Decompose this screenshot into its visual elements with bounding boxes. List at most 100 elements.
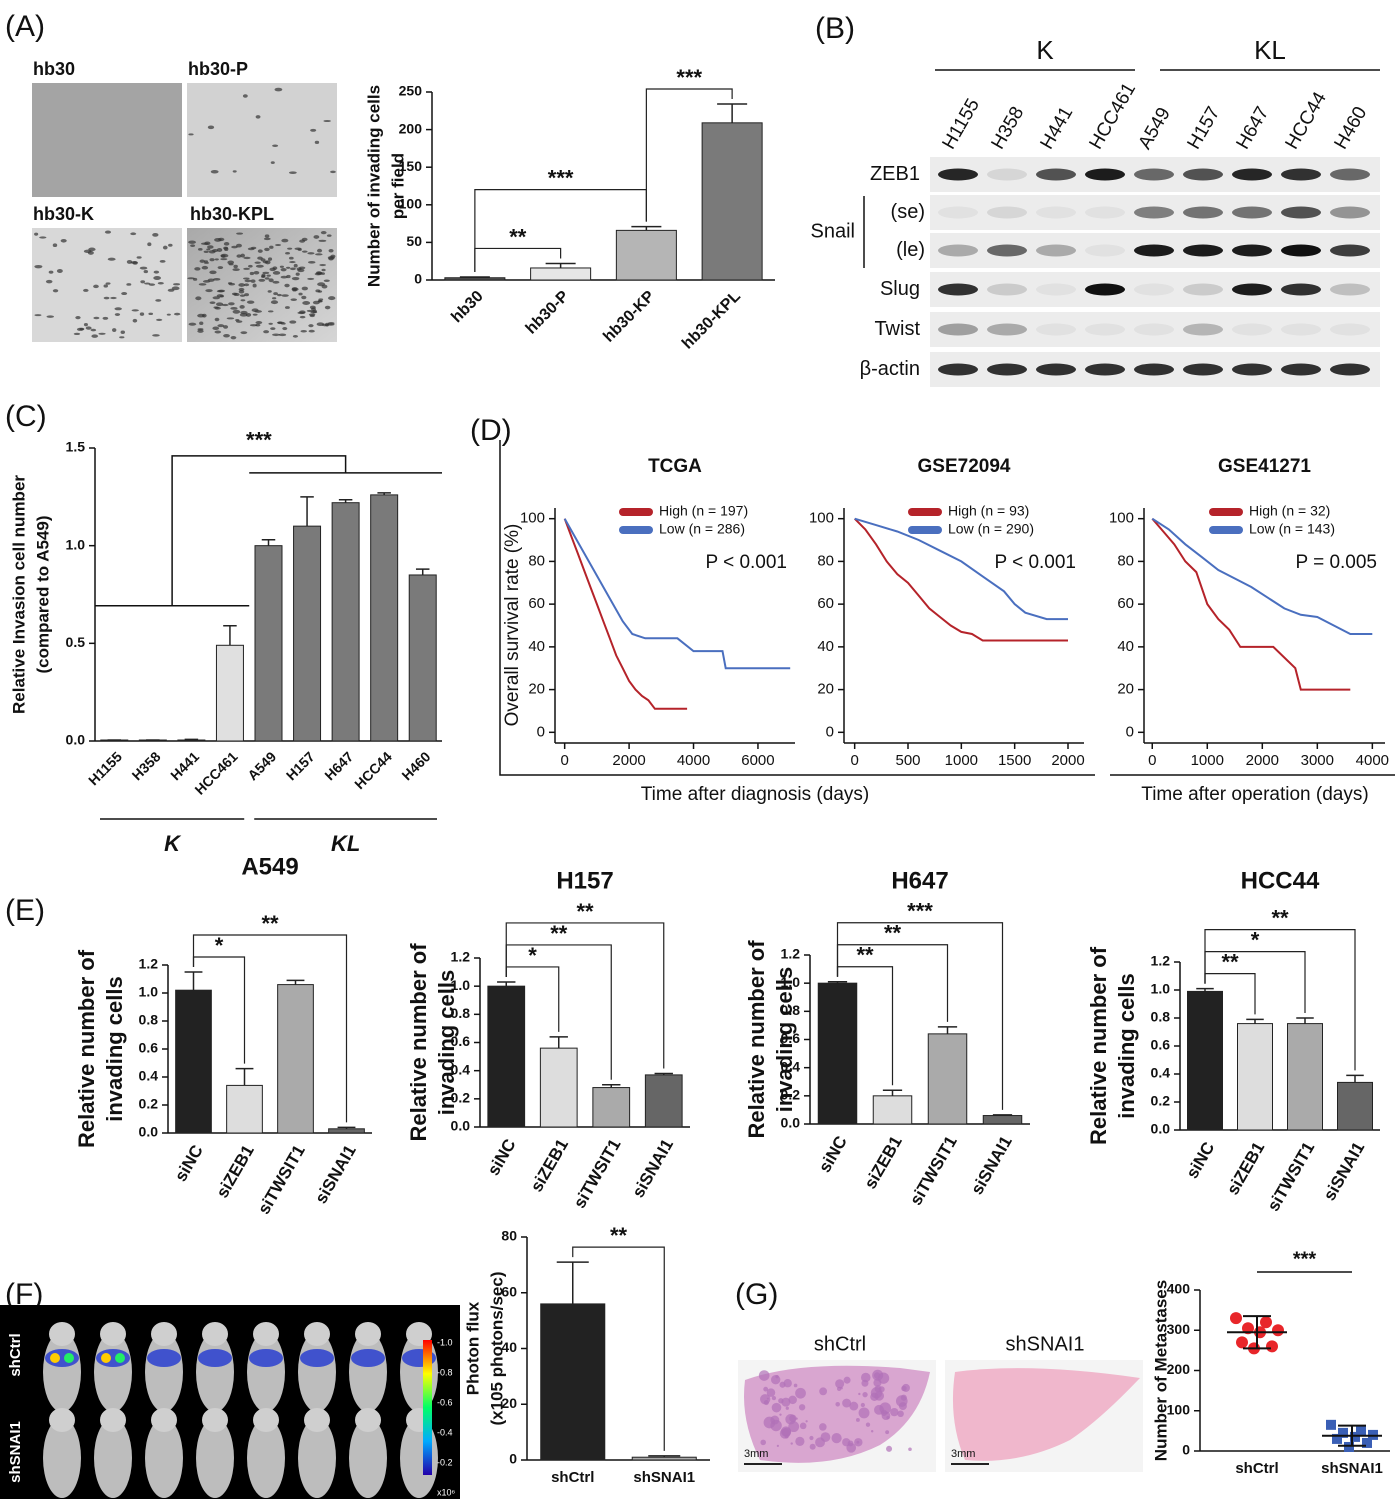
spot — [770, 1415, 780, 1425]
spot — [840, 1386, 843, 1390]
chart-title: GSE41271 — [1218, 456, 1311, 477]
cell — [85, 326, 92, 330]
error-bar — [300, 496, 314, 527]
significance-bracket — [572, 1246, 665, 1451]
error-bar — [497, 981, 516, 987]
band — [1281, 283, 1321, 296]
spot — [805, 1420, 808, 1423]
y-axis-label: invading cells — [434, 970, 459, 1116]
error-bar — [184, 738, 199, 741]
cell — [45, 279, 53, 284]
band — [987, 244, 1027, 257]
y-tick-label: 0.4 — [451, 1061, 471, 1077]
mouse-head — [253, 1322, 279, 1346]
cell — [243, 283, 250, 287]
spot — [779, 1413, 782, 1416]
cell — [291, 276, 300, 281]
group-label: KL — [1254, 35, 1286, 65]
cell — [153, 275, 161, 280]
cell — [252, 313, 258, 316]
cell — [272, 144, 279, 148]
band — [1330, 206, 1370, 219]
band — [938, 363, 978, 376]
spot — [836, 1386, 842, 1392]
colorbar-labels: -1.0 -0.8 -0.6 -0.4 -0.2 x10⁶ — [437, 1337, 456, 1497]
point — [1260, 1316, 1272, 1329]
mouse — [94, 1418, 132, 1498]
legend-label: High (n = 197) — [659, 503, 748, 519]
error-bar — [882, 1089, 903, 1096]
error-bar — [459, 276, 490, 278]
x-tick-label: siNC — [484, 1136, 520, 1179]
spot — [858, 1392, 861, 1396]
cell — [83, 249, 92, 254]
cell — [272, 271, 281, 275]
significance-label: ** — [856, 943, 874, 968]
y-axis-label: Overall survival rate (%) — [502, 524, 523, 727]
spot — [785, 1414, 796, 1425]
band — [938, 323, 978, 336]
cell — [243, 277, 250, 280]
spot — [835, 1402, 840, 1407]
y-tick-label: 0.2 — [1151, 1093, 1171, 1109]
y-tick-label: 200 — [399, 120, 423, 136]
y-tick-label: 100 — [809, 510, 834, 527]
cell — [230, 335, 237, 340]
x-tick-label: siSNAI1 — [967, 1133, 1016, 1198]
point — [1332, 1433, 1342, 1444]
lane-label: A549 — [1134, 104, 1174, 153]
cell — [34, 264, 43, 269]
cell — [267, 310, 274, 313]
colorbar-label: x10⁶ — [437, 1487, 456, 1497]
spot — [815, 1437, 826, 1448]
cell — [290, 298, 297, 301]
cell — [321, 268, 326, 272]
error-bar — [223, 625, 237, 646]
point — [1236, 1336, 1248, 1349]
cell — [285, 252, 290, 255]
band — [1330, 283, 1370, 296]
cell — [155, 299, 162, 302]
error-bar — [937, 1026, 958, 1034]
chart-title: H157 — [556, 867, 613, 894]
band — [1281, 168, 1321, 181]
cell — [307, 252, 315, 255]
bar — [215, 644, 244, 742]
x-tick-label: siTWSIT1 — [254, 1142, 309, 1218]
mouse — [196, 1418, 234, 1498]
cell — [147, 242, 152, 247]
cell — [223, 242, 230, 246]
x-tick-label: siZEB1 — [1223, 1139, 1268, 1198]
cell — [284, 306, 290, 309]
cell — [205, 289, 213, 293]
y-tick-label: 0.4 — [781, 1058, 801, 1074]
x-axis-label: Time after diagnosis (days) — [641, 784, 869, 805]
point — [1356, 1425, 1366, 1436]
cell — [301, 250, 308, 253]
bar — [408, 574, 437, 742]
signal — [64, 1353, 74, 1363]
cell — [295, 272, 300, 276]
spot — [861, 1372, 871, 1383]
band — [1232, 363, 1272, 376]
y-tick-label: 1.0 — [1151, 981, 1171, 997]
row-label: shCtrl — [7, 1333, 24, 1376]
spot — [873, 1372, 881, 1379]
cell — [197, 329, 204, 333]
cell — [212, 296, 221, 300]
cell — [282, 326, 288, 331]
cell — [197, 313, 205, 318]
colorbar-label: -0.6 — [437, 1397, 453, 1407]
spot — [771, 1395, 777, 1401]
bar — [1187, 990, 1223, 1131]
cell — [324, 305, 331, 310]
cell — [308, 324, 314, 328]
cell — [105, 282, 111, 285]
panel-label: (G) — [735, 1278, 778, 1311]
error-bar — [717, 103, 748, 123]
cell — [221, 303, 229, 307]
x-tick-label: 0 — [850, 752, 858, 769]
x-tick-label: siTWSIT1 — [570, 1136, 625, 1212]
cell — [258, 278, 266, 282]
sd-bar — [1338, 1424, 1366, 1447]
